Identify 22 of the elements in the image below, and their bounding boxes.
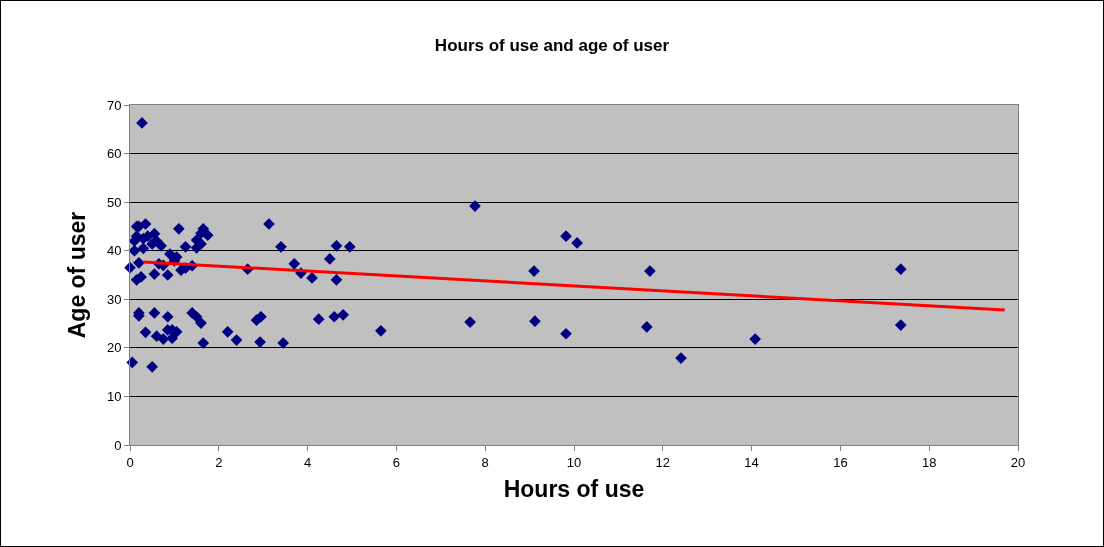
y-tick-label: 70 bbox=[106, 97, 122, 113]
y-axis-title: Age of user bbox=[64, 211, 91, 339]
x-tick-label: 10 bbox=[566, 454, 582, 470]
x-tick-label: 8 bbox=[481, 454, 489, 470]
x-tick-label: 4 bbox=[303, 454, 312, 470]
y-tick-label: 0 bbox=[114, 437, 122, 453]
x-tick-label: 12 bbox=[655, 454, 671, 470]
x-tick-label: 2 bbox=[215, 454, 223, 470]
x-axis-title: Hours of use bbox=[503, 476, 645, 503]
x-tick-label: 14 bbox=[744, 454, 759, 470]
y-tick-label: 50 bbox=[106, 194, 122, 210]
x-tick-label: 20 bbox=[1010, 454, 1026, 470]
y-tick-label: 60 bbox=[106, 146, 122, 162]
x-tick-label: 0 bbox=[126, 454, 134, 470]
x-tick-label: 6 bbox=[392, 454, 401, 470]
y-tick-label: 30 bbox=[106, 291, 122, 307]
x-tick-label: 18 bbox=[921, 454, 937, 470]
y-tick-label: 20 bbox=[106, 340, 122, 356]
chart-title: Hours of use and age of user bbox=[434, 36, 670, 56]
x-tick-label: 16 bbox=[833, 454, 848, 470]
y-tick-label: 10 bbox=[106, 388, 122, 404]
y-tick-label: 40 bbox=[106, 243, 122, 259]
